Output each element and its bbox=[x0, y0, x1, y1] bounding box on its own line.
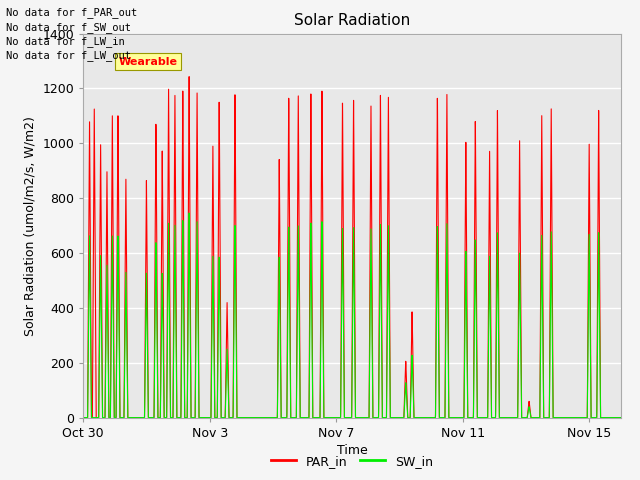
X-axis label: Time: Time bbox=[337, 444, 367, 457]
Text: No data for f_LW_in: No data for f_LW_in bbox=[6, 36, 125, 47]
Text: No data for f_PAR_out: No data for f_PAR_out bbox=[6, 7, 138, 18]
Text: No data for f_LW_out: No data for f_LW_out bbox=[6, 50, 131, 61]
Legend: PAR_in, SW_in: PAR_in, SW_in bbox=[266, 450, 438, 473]
Title: Solar Radiation: Solar Radiation bbox=[294, 13, 410, 28]
Text: Wearable: Wearable bbox=[118, 57, 177, 67]
Y-axis label: Solar Radiation (umol/m2/s, W/m2): Solar Radiation (umol/m2/s, W/m2) bbox=[24, 116, 36, 336]
Text: No data for f_SW_out: No data for f_SW_out bbox=[6, 22, 131, 33]
